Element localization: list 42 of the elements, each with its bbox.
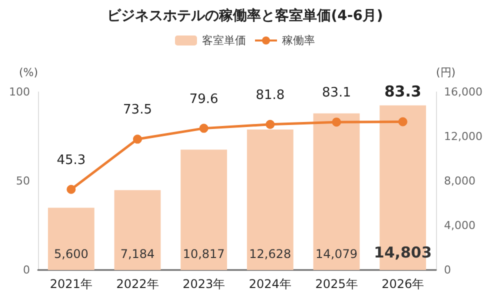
legend-label: 客室単価 <box>202 34 246 47</box>
y-tick-label: 0 <box>23 264 30 276</box>
point <box>133 134 142 144</box>
chart-title: ビジネスホテルの稼働率と客室単価(4-6月) <box>106 7 384 24</box>
y-tick-label: 50 <box>16 174 30 188</box>
y2-tick-label: 12,000 <box>444 130 482 143</box>
data-label: 83.1 <box>322 86 351 101</box>
data-label: 14,079 <box>316 247 358 261</box>
y-axis-title: (%) <box>18 66 38 79</box>
data-label: 5,600 <box>54 247 88 261</box>
x-tick-label: 2021年 <box>50 277 92 291</box>
point <box>199 124 208 133</box>
bar <box>48 208 94 270</box>
point <box>398 117 408 126</box>
data-label: 14,803 <box>374 244 432 262</box>
y2-tick-label: 0 <box>444 264 451 276</box>
x-tick-label: 2025年 <box>315 277 358 291</box>
data-label: 73.5 <box>123 102 152 118</box>
x-tick-label: 2022年 <box>116 277 159 291</box>
bar <box>246 130 294 270</box>
data-label: 10,817 <box>182 247 225 261</box>
data-label: 83.3 <box>384 82 422 101</box>
y2-axis-title: (円) <box>436 66 456 79</box>
data-label: 12,628 <box>249 247 292 261</box>
bar <box>313 113 360 270</box>
data-label: 79.6 <box>189 92 218 107</box>
bar <box>180 150 228 270</box>
data-label: 45.3 <box>56 152 86 168</box>
bar <box>114 190 161 270</box>
x-tick-label: 2024年 <box>248 277 292 291</box>
x-tick-label: 2023年 <box>182 277 226 291</box>
y-tick-label: 100 <box>9 86 30 98</box>
data-label: 7,184 <box>120 247 155 261</box>
x-tick-label: 2026年 <box>382 277 424 291</box>
y2-tick-label: 4,000 <box>444 219 476 232</box>
point <box>66 184 76 194</box>
point <box>266 120 275 129</box>
point <box>332 118 341 127</box>
legend-label: 稼働率 <box>282 34 315 47</box>
y2-tick-label: 8,000 <box>444 174 476 188</box>
y2-tick-label: 16,000 <box>444 86 482 98</box>
data-label: 81.8 <box>256 88 285 103</box>
